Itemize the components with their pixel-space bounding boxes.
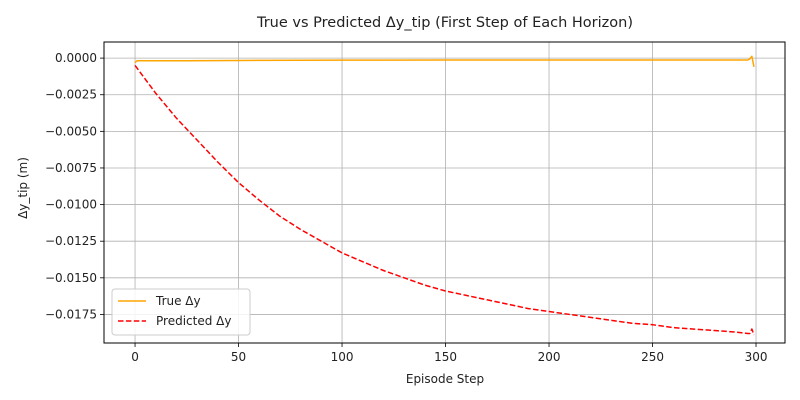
chart-title: True vs Predicted Δy_tip (First Step of … [256, 15, 633, 31]
y-tick-label: −0.0125 [45, 234, 97, 248]
y-tick-label: −0.0050 [45, 124, 97, 138]
x-tick-label: 150 [434, 350, 457, 364]
y-tick-label: −0.0025 [45, 88, 97, 102]
y-tick-label: −0.0175 [45, 307, 97, 321]
series-layer [134, 55, 755, 336]
x-tick-label: 250 [641, 350, 664, 364]
y-tick-label: −0.0075 [45, 161, 97, 175]
y-axis-label: Δy_tip (m) [16, 157, 30, 219]
y-tick-label: −0.0150 [45, 271, 97, 285]
x-tick-label: 100 [331, 350, 354, 364]
x-tick-label: 0 [131, 350, 139, 364]
grid [104, 42, 785, 343]
y-tick-label: 0.0000 [55, 51, 97, 65]
legend-box [111, 288, 251, 336]
y-axis-ticks: 0.0000 −0.0025 −0.0050 −0.0075 −0.0100 −0.012… [45, 51, 104, 321]
x-axis-label: Episode Step [406, 372, 484, 386]
x-tick-label: 50 [231, 350, 246, 364]
x-tick-label: 200 [538, 350, 561, 364]
x-axis-ticks: 0 50 100 150 200 250 300 [131, 343, 767, 364]
legend: True Δy Predicted Δy [111, 288, 251, 336]
series-line-predicted-dy [134, 64, 755, 336]
series-line-true-dy [134, 55, 755, 68]
legend-label: True Δy [155, 294, 201, 308]
y-tick-label: −0.0100 [45, 198, 97, 212]
x-tick-label: 300 [745, 350, 768, 364]
legend-label: Predicted Δy [156, 314, 231, 328]
plot-frame [103, 41, 786, 344]
